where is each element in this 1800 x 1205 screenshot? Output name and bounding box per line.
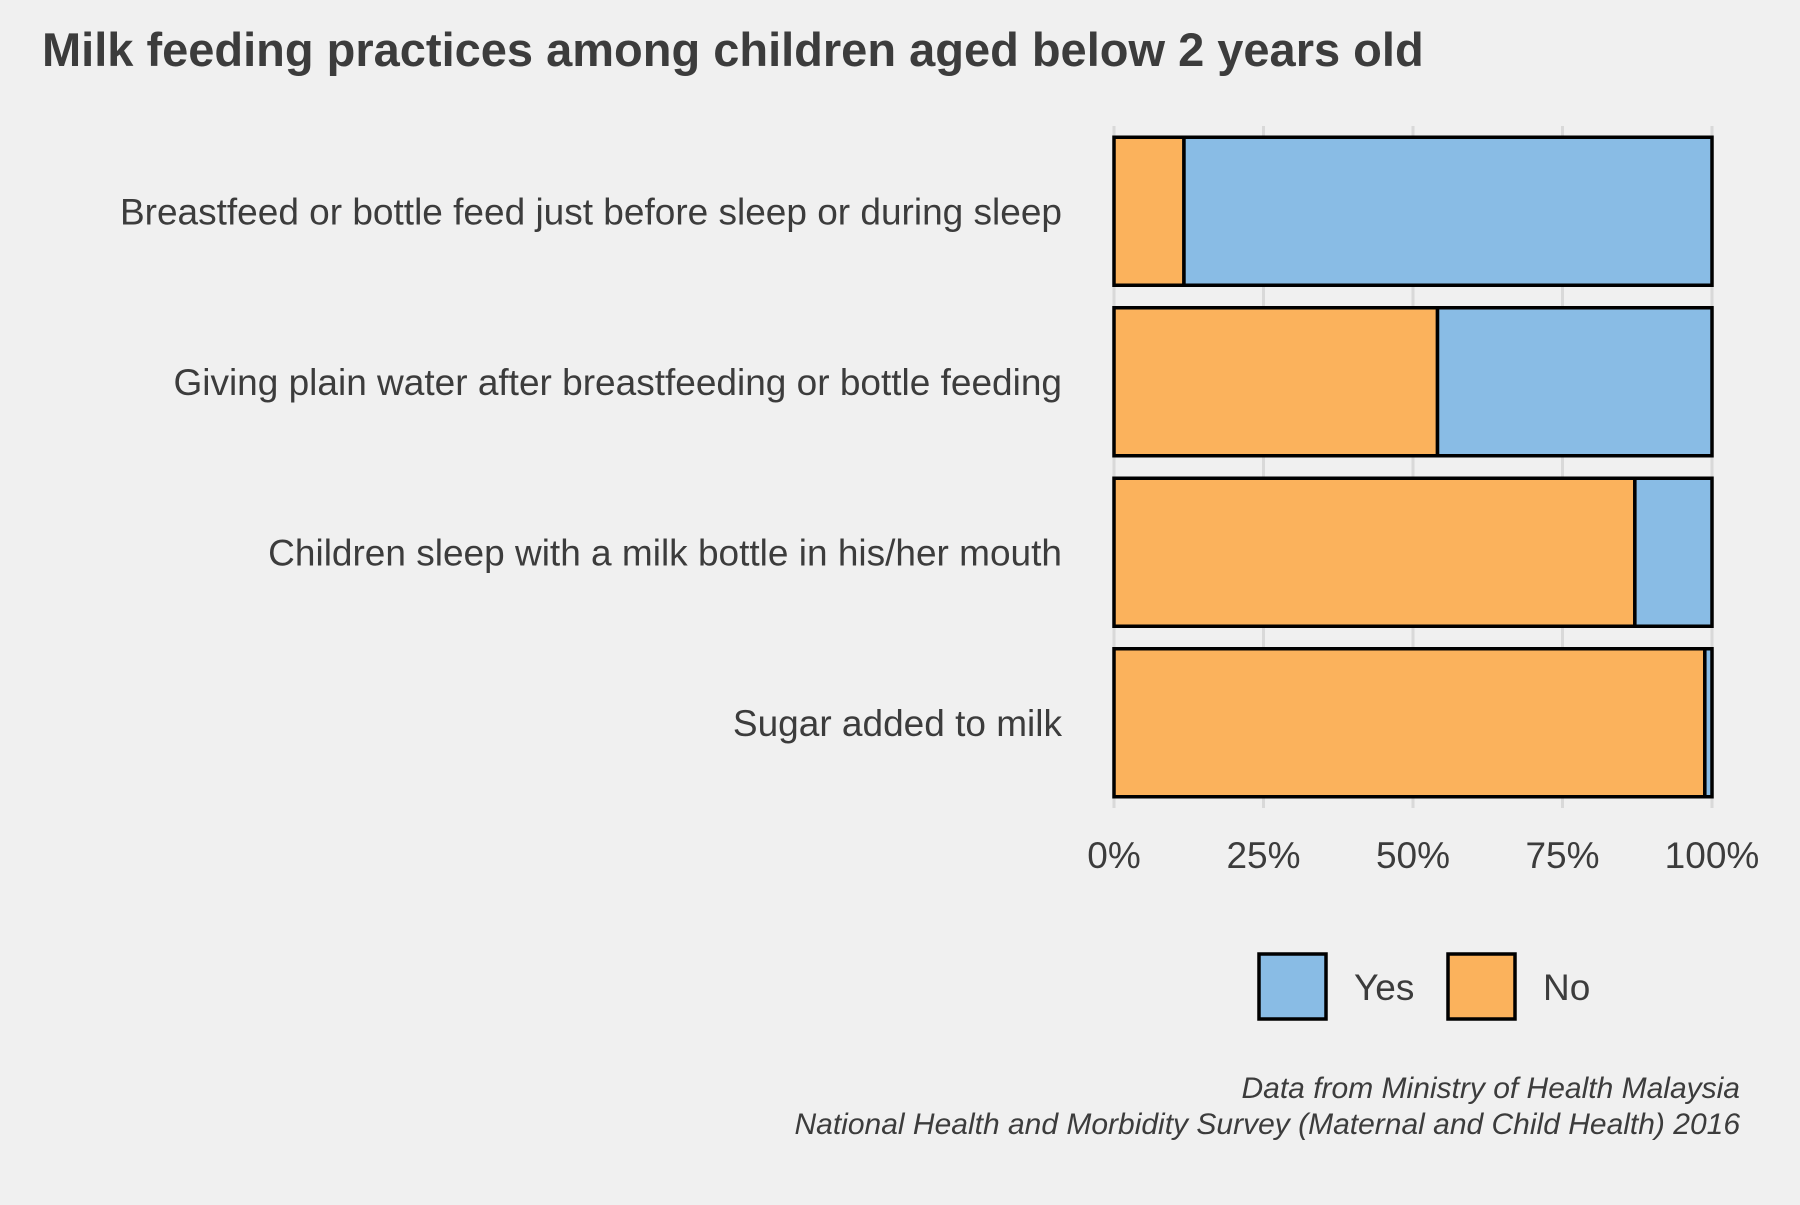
category-label: Breastfeed or bottle feed just before sl… — [120, 191, 1062, 232]
x-tick-label: 50% — [1376, 835, 1450, 876]
legend-label-no: No — [1543, 967, 1590, 1008]
chart-title: Milk feeding practices among children ag… — [42, 23, 1424, 76]
bar-yes — [1703, 647, 1714, 799]
legend-label-yes: Yes — [1354, 967, 1414, 1008]
x-tick-label: 25% — [1226, 835, 1300, 876]
category-label: Sugar added to milk — [733, 703, 1063, 744]
category-label: Children sleep with a milk bottle in his… — [268, 532, 1062, 573]
bar-no — [1112, 647, 1707, 799]
x-axis-tick-labels: 0% 25% 50% 75% 100% — [1087, 835, 1759, 876]
legend: Yes No — [1257, 952, 1590, 1021]
bar-yes — [1435, 306, 1714, 458]
bars — [1112, 135, 1714, 799]
legend-swatch-no — [1446, 952, 1517, 1021]
x-tick-label: 0% — [1087, 835, 1140, 876]
caption-line: Data from Ministry of Health Malaysia — [1242, 1072, 1741, 1105]
caption-line: National Health and Morbidity Survey (Ma… — [795, 1108, 1741, 1141]
category-label: Giving plain water after breastfeeding o… — [173, 362, 1062, 403]
category-labels: Breastfeed or bottle feed just before sl… — [120, 191, 1063, 744]
bar-yes — [1182, 135, 1714, 287]
x-tick-label: 100% — [1665, 835, 1760, 876]
bar-no — [1112, 476, 1637, 628]
x-tick-label: 75% — [1525, 835, 1599, 876]
bar-yes — [1633, 476, 1714, 628]
caption: Data from Ministry of Health MalaysiaNat… — [795, 1072, 1741, 1141]
legend-swatch-yes — [1257, 952, 1328, 1021]
bar-no — [1112, 135, 1186, 287]
bar-no — [1112, 306, 1440, 458]
